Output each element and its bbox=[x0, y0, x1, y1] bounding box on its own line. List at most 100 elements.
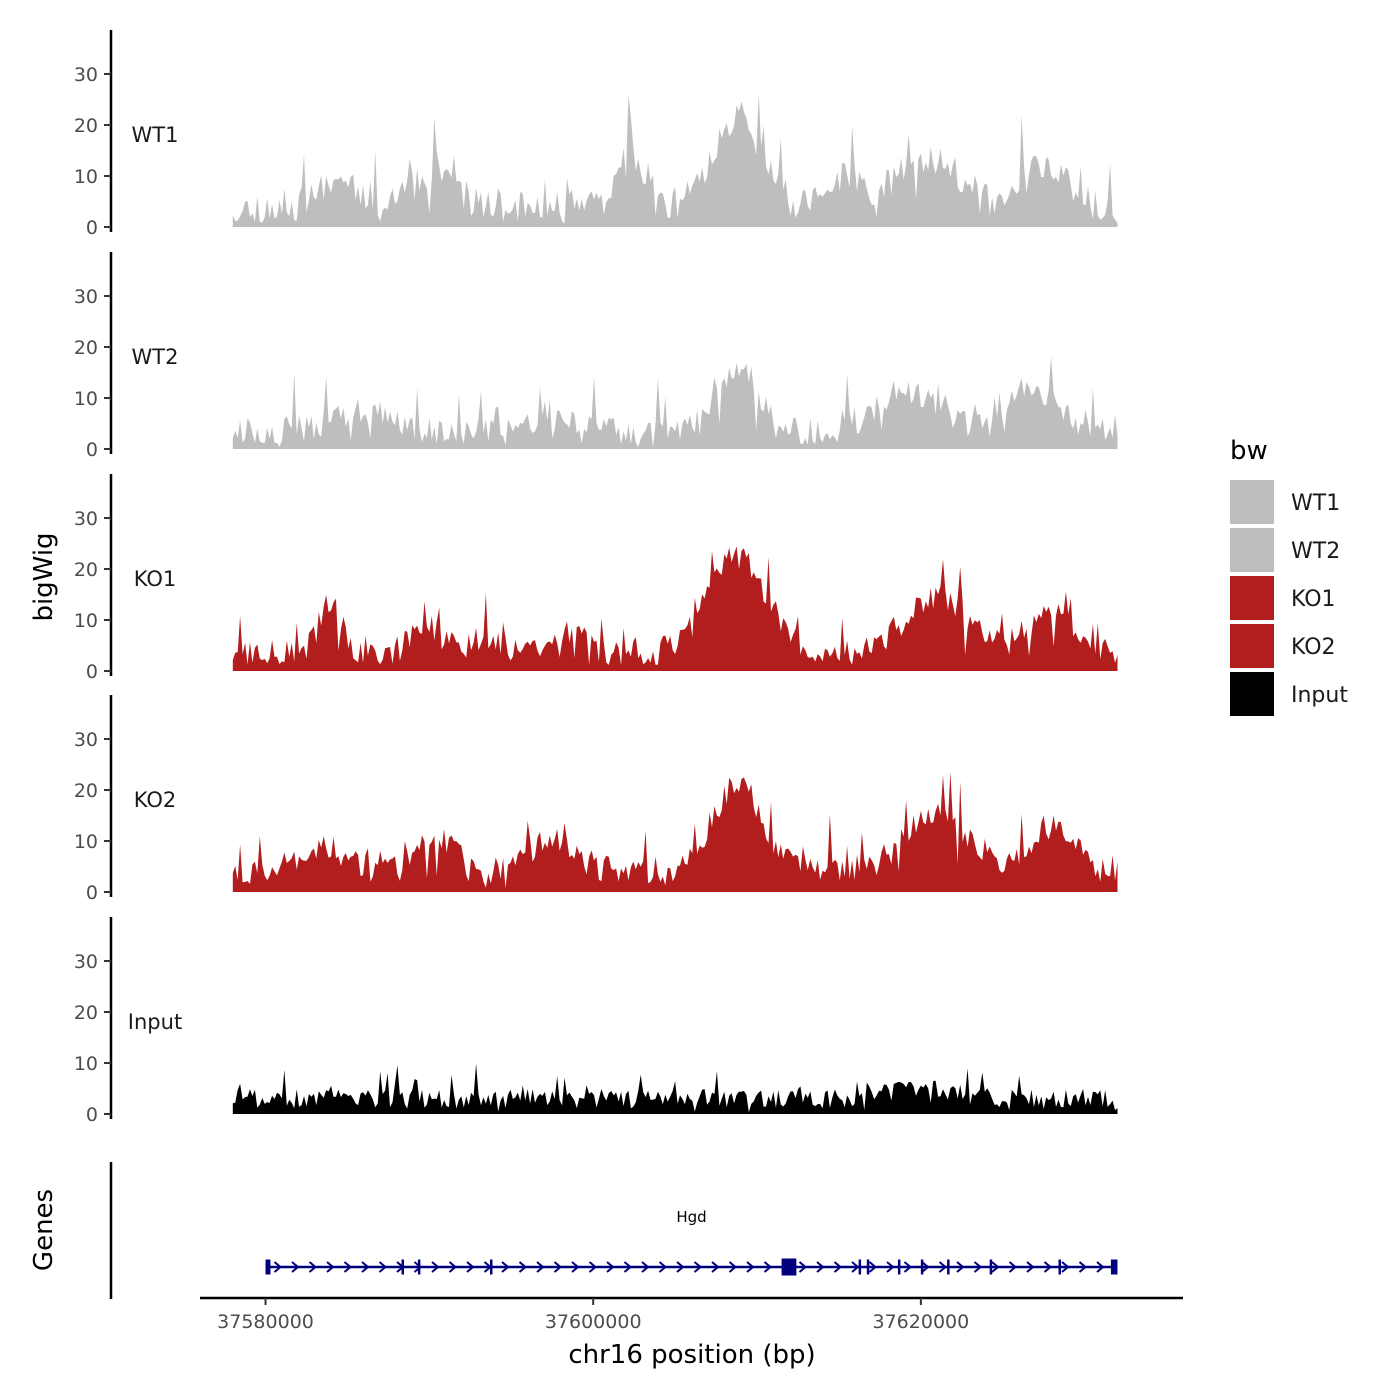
strand-arrow bbox=[623, 1261, 633, 1273]
signal-area-ko1 bbox=[232, 546, 1118, 671]
strand-arrow bbox=[1008, 1261, 1018, 1273]
strand-arrow bbox=[361, 1261, 370, 1273]
strand-arrow bbox=[728, 1261, 738, 1273]
track-label: Input bbox=[128, 1010, 182, 1034]
legend-label: WT1 bbox=[1291, 491, 1340, 516]
y-tick-label: 10 bbox=[74, 1053, 98, 1075]
gene-name-label: Hgd bbox=[676, 1208, 706, 1226]
strand-arrow bbox=[816, 1261, 825, 1273]
track-panel: 0 10 20 30 KO2 bbox=[74, 695, 1118, 904]
strand-arrow bbox=[326, 1261, 335, 1273]
y-tick-label: 0 bbox=[86, 439, 98, 461]
strand-arrow bbox=[973, 1261, 983, 1273]
strand-arrow bbox=[553, 1261, 563, 1273]
gene-exon bbox=[858, 1259, 862, 1275]
y-tick-label: 10 bbox=[74, 610, 98, 632]
strand-arrow bbox=[641, 1261, 650, 1273]
gene-exon bbox=[401, 1259, 405, 1275]
track-label: WT1 bbox=[132, 123, 179, 147]
strand-arrow bbox=[1078, 1261, 1088, 1273]
strand-arrow bbox=[1061, 1261, 1070, 1273]
strand-arrow bbox=[413, 1261, 423, 1273]
gene-exon bbox=[989, 1259, 993, 1275]
y-tick-label: 10 bbox=[74, 831, 98, 853]
strand-arrow bbox=[676, 1261, 685, 1273]
strand-arrow bbox=[833, 1261, 843, 1273]
gene-exon bbox=[866, 1259, 870, 1275]
strand-arrow bbox=[763, 1261, 773, 1273]
strand-arrow bbox=[448, 1261, 458, 1273]
track-label: WT2 bbox=[132, 345, 179, 369]
track-label: KO2 bbox=[134, 788, 177, 812]
strand-arrow bbox=[1026, 1261, 1035, 1273]
legend-label: KO2 bbox=[1291, 635, 1336, 660]
signal-area-ko2 bbox=[232, 771, 1118, 892]
genes-axis-title: Genes bbox=[29, 1189, 59, 1271]
strand-arrow bbox=[711, 1261, 720, 1273]
legend-label: Input bbox=[1291, 683, 1348, 708]
track-panel: 0 10 20 30 Input bbox=[74, 917, 1118, 1126]
y-tick-label: 10 bbox=[74, 166, 98, 188]
legend-label: WT2 bbox=[1291, 539, 1340, 564]
y-tick-label: 30 bbox=[74, 951, 98, 973]
legend-key-wt1 bbox=[1230, 480, 1274, 524]
strand-arrow bbox=[693, 1261, 703, 1273]
x-tick-label: 37580000 bbox=[217, 1311, 314, 1333]
gene-exon bbox=[489, 1259, 493, 1275]
y-tick-label: 30 bbox=[74, 508, 98, 530]
strand-arrow bbox=[746, 1261, 755, 1273]
gene-exon bbox=[1110, 1259, 1118, 1275]
legend-key-ko1 bbox=[1230, 576, 1274, 620]
y-tick-label: 0 bbox=[86, 661, 98, 683]
gene-exon bbox=[920, 1259, 924, 1275]
strand-arrow bbox=[798, 1261, 808, 1273]
strand-arrow bbox=[921, 1261, 930, 1273]
y-tick-label: 10 bbox=[74, 388, 98, 410]
y-axis-title: bigWig bbox=[29, 532, 59, 621]
strand-arrow bbox=[291, 1261, 300, 1273]
y-tick-label: 30 bbox=[74, 64, 98, 86]
strand-arrow bbox=[343, 1261, 353, 1273]
legend-key-input bbox=[1230, 672, 1274, 716]
y-tick-label: 0 bbox=[86, 882, 98, 904]
strand-arrow bbox=[606, 1261, 615, 1273]
y-tick-label: 30 bbox=[74, 286, 98, 308]
x-axis-title: chr16 position (bp) bbox=[568, 1340, 815, 1370]
strand-arrow bbox=[501, 1261, 510, 1273]
x-axis: chr16 position (bp) 37580000 37600000 3762… bbox=[200, 1296, 1183, 1370]
gene-exon bbox=[781, 1258, 797, 1276]
y-tick-label: 20 bbox=[74, 780, 98, 802]
strand-arrow bbox=[536, 1261, 545, 1273]
y-tick-label: 30 bbox=[74, 729, 98, 751]
strand-arrow bbox=[518, 1261, 528, 1273]
strand-arrow bbox=[991, 1261, 1000, 1273]
legend-label: KO1 bbox=[1291, 587, 1336, 612]
gene-exon bbox=[265, 1259, 271, 1275]
strand-arrow bbox=[886, 1261, 895, 1273]
tracks: 0 10 20 30 WT1 0 10 20 30 WT2 0 10 20 30 KO1 0 10 20 30 KO2… bbox=[74, 30, 1118, 1126]
y-tick-label: 20 bbox=[74, 337, 98, 359]
strand-arrow bbox=[588, 1261, 598, 1273]
signal-area-wt2 bbox=[232, 356, 1118, 449]
y-tick-label: 20 bbox=[74, 559, 98, 581]
y-tick-label: 20 bbox=[74, 1002, 98, 1024]
legend: bw WT1 WT2 KO1 KO2 Input bbox=[1230, 436, 1348, 716]
strand-arrow bbox=[571, 1261, 580, 1273]
gene-exon bbox=[947, 1259, 950, 1275]
track-panel: 0 10 20 30 WT2 bbox=[74, 252, 1118, 461]
strand-arrow bbox=[1043, 1261, 1053, 1273]
genes-panel: Genes Hgd bbox=[29, 1162, 1118, 1299]
strand-arrow bbox=[378, 1261, 388, 1273]
gene-exon bbox=[897, 1259, 901, 1275]
strand-arrow bbox=[868, 1261, 878, 1273]
strand-arrow bbox=[466, 1261, 475, 1273]
strand-arrow bbox=[1096, 1261, 1105, 1273]
y-tick-label: 20 bbox=[74, 115, 98, 137]
strand-arrow bbox=[308, 1261, 318, 1273]
legend-key-ko2 bbox=[1230, 624, 1274, 668]
y-tick-label: 0 bbox=[86, 217, 98, 239]
gene-exon bbox=[1058, 1259, 1061, 1275]
legend-title: bw bbox=[1230, 436, 1268, 466]
strand-arrow bbox=[938, 1261, 948, 1273]
